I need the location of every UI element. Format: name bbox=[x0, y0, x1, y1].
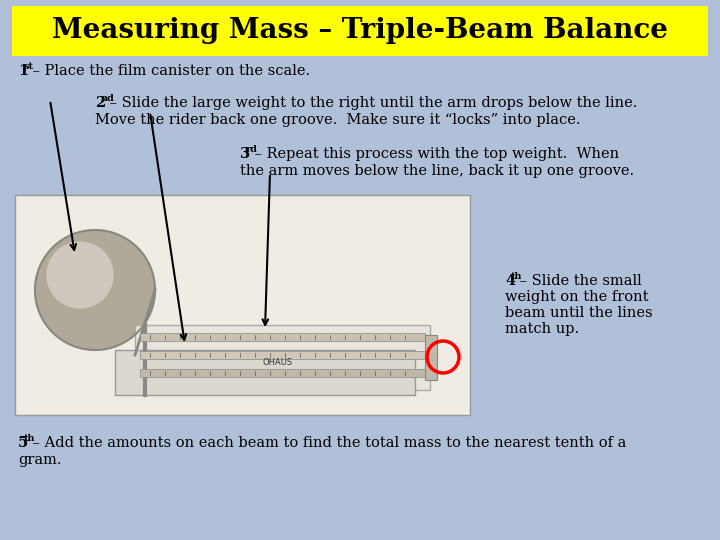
Bar bbox=[135, 325, 430, 390]
Text: th: th bbox=[510, 272, 522, 281]
Bar bbox=[140, 369, 425, 377]
Text: st: st bbox=[24, 62, 34, 71]
Text: – Place the film canister on the scale.: – Place the film canister on the scale. bbox=[28, 64, 310, 78]
Text: 2: 2 bbox=[95, 96, 105, 110]
Text: 3: 3 bbox=[240, 147, 250, 161]
Text: OHAUS: OHAUS bbox=[263, 358, 292, 367]
Bar bbox=[115, 350, 415, 395]
Text: Move the rider back one groove.  Make sure it “locks” into place.: Move the rider back one groove. Make sur… bbox=[95, 113, 580, 127]
Text: beam until the lines: beam until the lines bbox=[505, 306, 652, 320]
Circle shape bbox=[35, 230, 155, 350]
Text: – Slide the small: – Slide the small bbox=[516, 274, 642, 288]
Text: rd: rd bbox=[246, 145, 258, 154]
Text: 1: 1 bbox=[18, 64, 28, 78]
Text: weight on the front: weight on the front bbox=[505, 290, 649, 304]
Text: Measuring Mass – Triple-Beam Balance: Measuring Mass – Triple-Beam Balance bbox=[52, 17, 668, 44]
Text: 5: 5 bbox=[18, 436, 28, 450]
Bar bbox=[140, 333, 425, 341]
Circle shape bbox=[47, 242, 113, 308]
Bar bbox=[15, 195, 470, 415]
Text: – Repeat this process with the top weight.  When: – Repeat this process with the top weigh… bbox=[251, 147, 619, 161]
Bar bbox=[12, 6, 708, 56]
Bar bbox=[140, 351, 425, 359]
Text: match up.: match up. bbox=[505, 322, 579, 336]
Bar bbox=[425, 335, 437, 380]
Text: nd: nd bbox=[101, 94, 114, 103]
Text: – Add the amounts on each beam to find the total mass to the nearest tenth of a: – Add the amounts on each beam to find t… bbox=[28, 436, 626, 450]
Text: th: th bbox=[24, 434, 35, 443]
Text: gram.: gram. bbox=[18, 453, 61, 467]
Text: the arm moves below the line, back it up one groove.: the arm moves below the line, back it up… bbox=[240, 164, 634, 178]
Text: – Slide the large weight to the right until the arm drops below the line.: – Slide the large weight to the right un… bbox=[105, 96, 638, 110]
Text: 4: 4 bbox=[505, 274, 515, 288]
